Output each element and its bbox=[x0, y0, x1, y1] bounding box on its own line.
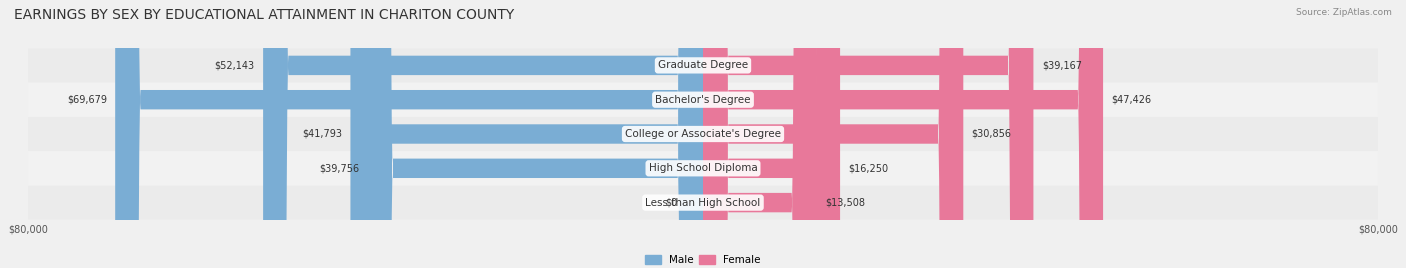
Text: $39,167: $39,167 bbox=[1042, 60, 1081, 70]
Text: Graduate Degree: Graduate Degree bbox=[658, 60, 748, 70]
Text: Source: ZipAtlas.com: Source: ZipAtlas.com bbox=[1296, 8, 1392, 17]
FancyBboxPatch shape bbox=[28, 117, 1378, 151]
Text: High School Diploma: High School Diploma bbox=[648, 163, 758, 173]
Text: $13,508: $13,508 bbox=[825, 198, 865, 208]
FancyBboxPatch shape bbox=[28, 49, 1378, 82]
FancyBboxPatch shape bbox=[28, 83, 1378, 117]
Text: $69,679: $69,679 bbox=[66, 95, 107, 105]
FancyBboxPatch shape bbox=[28, 186, 1378, 219]
Text: $52,143: $52,143 bbox=[215, 60, 254, 70]
FancyBboxPatch shape bbox=[703, 0, 963, 268]
Text: $30,856: $30,856 bbox=[972, 129, 1012, 139]
Text: Less than High School: Less than High School bbox=[645, 198, 761, 208]
FancyBboxPatch shape bbox=[703, 0, 841, 268]
Text: EARNINGS BY SEX BY EDUCATIONAL ATTAINMENT IN CHARITON COUNTY: EARNINGS BY SEX BY EDUCATIONAL ATTAINMEN… bbox=[14, 8, 515, 22]
FancyBboxPatch shape bbox=[703, 0, 1033, 268]
FancyBboxPatch shape bbox=[703, 0, 817, 268]
Text: $47,426: $47,426 bbox=[1112, 95, 1152, 105]
FancyBboxPatch shape bbox=[115, 0, 703, 268]
Legend: Male, Female: Male, Female bbox=[641, 251, 765, 268]
FancyBboxPatch shape bbox=[350, 0, 703, 268]
Text: $41,793: $41,793 bbox=[302, 129, 342, 139]
Text: $0: $0 bbox=[665, 198, 678, 208]
Text: $39,756: $39,756 bbox=[319, 163, 359, 173]
Text: Bachelor's Degree: Bachelor's Degree bbox=[655, 95, 751, 105]
Text: $16,250: $16,250 bbox=[849, 163, 889, 173]
FancyBboxPatch shape bbox=[263, 0, 703, 268]
FancyBboxPatch shape bbox=[703, 0, 1104, 268]
FancyBboxPatch shape bbox=[367, 0, 703, 268]
Text: College or Associate's Degree: College or Associate's Degree bbox=[626, 129, 780, 139]
FancyBboxPatch shape bbox=[28, 151, 1378, 185]
